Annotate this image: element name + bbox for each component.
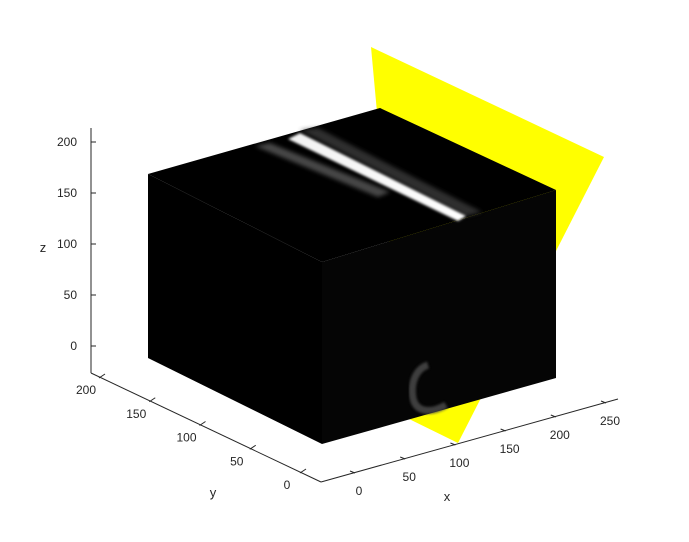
y-tick-label: 100 <box>176 431 196 445</box>
x-tick-label: 50 <box>403 470 417 484</box>
x-tick-label: 100 <box>449 456 469 470</box>
bright-streak <box>288 133 466 221</box>
x-tick-label: 200 <box>550 428 570 442</box>
z-tick-label: 150 <box>57 186 77 200</box>
x-tick-mark <box>500 428 506 432</box>
x-tick-mark <box>550 414 556 418</box>
z-ticks: 0 50 100 150 200 <box>57 135 96 353</box>
z-tick-label: 0 <box>70 339 77 353</box>
y-tick-label: 0 <box>284 478 291 492</box>
x-axis-label: x <box>444 489 451 504</box>
y-tick-label: 200 <box>76 383 96 397</box>
faint-streak <box>255 143 390 197</box>
faint-streak-wide <box>300 128 482 216</box>
bone-structure <box>408 361 448 414</box>
x-tick-label: 250 <box>600 414 620 428</box>
x-tick-mark <box>600 400 607 404</box>
x-tick-label: 0 <box>356 484 363 498</box>
bright-streaks <box>255 128 482 221</box>
z-tick-label: 200 <box>57 135 77 149</box>
y-ticks: 0 50 100 150 200 <box>76 373 307 492</box>
x-tick-mark <box>400 456 406 460</box>
x-tick-mark <box>349 470 356 474</box>
y-tick-mark <box>98 373 106 379</box>
z-tick-label: 50 <box>64 288 78 302</box>
volume-front-face <box>148 174 322 444</box>
y-tick-mark <box>299 468 307 474</box>
x-axis-line <box>320 398 619 483</box>
z-tick-label: 100 <box>57 237 77 251</box>
x-tick-label: 150 <box>500 442 520 456</box>
x-tick-mark <box>450 442 456 446</box>
z-axis-label: z <box>40 240 47 255</box>
x-ticks: 0 50 100 150 200 250 <box>349 400 620 498</box>
axes: 0 50 100 150 200 250 0 50 100 150 200 0 50 100 150 20… <box>57 128 620 498</box>
y-tick-label: 50 <box>230 454 244 468</box>
y-axis-line <box>90 372 322 483</box>
y-axis-label: y <box>210 485 217 500</box>
y-tick-mark <box>249 444 257 450</box>
y-tick-mark <box>199 421 206 426</box>
y-tick-label: 150 <box>126 407 146 421</box>
y-tick-mark <box>148 397 156 403</box>
volume-side-face <box>322 190 556 444</box>
